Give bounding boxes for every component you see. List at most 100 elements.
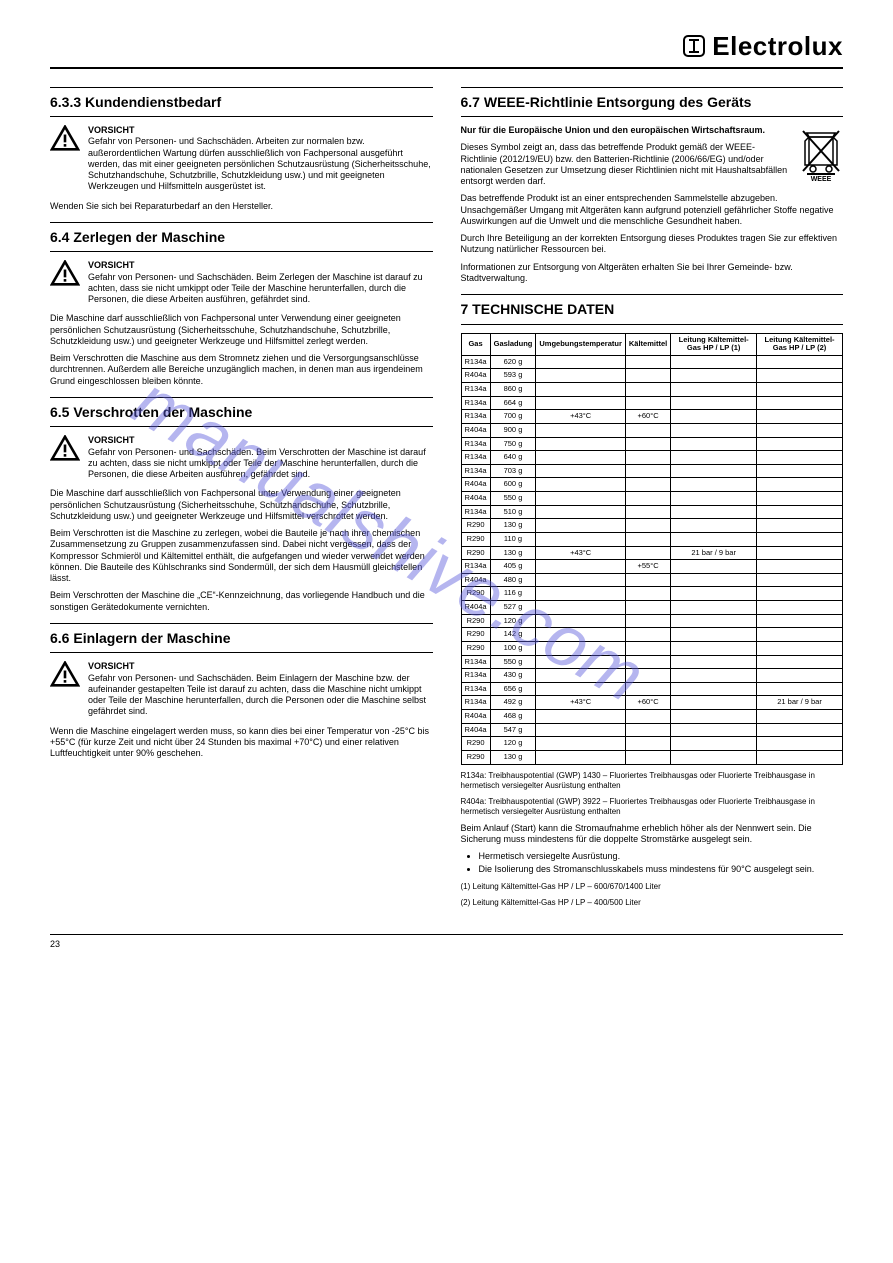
table-cell [625, 505, 670, 519]
table-row: R404a547 g [461, 723, 843, 737]
table-cell [536, 669, 626, 683]
table-cell: R134a [461, 410, 490, 424]
table-cell: 100 g [490, 641, 536, 655]
body-text: Informationen zur Entsorgung von Altgerä… [461, 262, 844, 285]
body-text: Durch Ihre Beteiligung an der korrekten … [461, 233, 844, 256]
table-cell [625, 451, 670, 465]
table-cell [671, 423, 757, 437]
table-cell [757, 587, 843, 601]
table-cell: R290 [461, 546, 490, 560]
table-cell [757, 451, 843, 465]
table-cell [671, 750, 757, 764]
col-line2: Leitung Kältemittel-Gas HP / LP (2) [757, 333, 843, 355]
brand-logo: Electrolux [682, 30, 843, 63]
table-cell: R134a [461, 682, 490, 696]
warning-body: Gefahr von Personen- und Sachschäden. Ar… [88, 136, 433, 192]
table-row: R134a750 g [461, 437, 843, 451]
table-cell [671, 355, 757, 369]
table-cell [536, 478, 626, 492]
table-row: R404a550 g [461, 492, 843, 506]
table-row: R404a900 g [461, 423, 843, 437]
table-cell [536, 723, 626, 737]
table-cell [625, 641, 670, 655]
table-cell [625, 655, 670, 669]
right-column: 6.7 WEEE-Richtlinie Entsorgung des Gerät… [461, 87, 844, 914]
table-cell: R290 [461, 519, 490, 533]
table-cell [625, 710, 670, 724]
table-cell [625, 573, 670, 587]
body-text: Die Maschine darf ausschließlich von Fac… [50, 313, 433, 347]
table-cell [757, 437, 843, 451]
col-ambient: Umgebungstemperatur [536, 333, 626, 355]
table-row: R404a527 g [461, 601, 843, 615]
bullet-list: Hermetisch versiegelte Ausrüstung. Die I… [471, 851, 844, 876]
table-cell [625, 437, 670, 451]
weee-icon [799, 125, 843, 175]
table-cell [671, 478, 757, 492]
table-cell [625, 614, 670, 628]
table-cell [757, 628, 843, 642]
table-cell: +60°C [625, 410, 670, 424]
note-r404a: R404a: Treibhauspotential (GWP) 3922 – F… [461, 797, 844, 817]
table-cell [625, 464, 670, 478]
warning-body: Gefahr von Personen- und Sachschäden. Be… [88, 447, 433, 481]
table-cell [536, 532, 626, 546]
table-cell [757, 492, 843, 506]
footnote-2: (2) Leitung Kältemittel-Gas HP / LP – 40… [461, 898, 844, 908]
table-cell: 600 g [490, 478, 536, 492]
table-cell [536, 519, 626, 533]
table-cell: 480 g [490, 573, 536, 587]
table-cell [671, 669, 757, 683]
table-row: R290130 g+43°C21 bar / 9 bar [461, 546, 843, 560]
body-text: Dieses Symbol zeigt an, dass das betreff… [461, 142, 844, 187]
table-cell: R134a [461, 355, 490, 369]
table-cell: 116 g [490, 587, 536, 601]
warning-icon [50, 435, 80, 480]
table-cell: R134a [461, 655, 490, 669]
table-cell [536, 601, 626, 615]
table-cell: R134a [461, 437, 490, 451]
table-cell [536, 587, 626, 601]
table-cell [671, 655, 757, 669]
body-text: Wenden Sie sich bei Reparaturbedarf an d… [50, 201, 433, 212]
table-cell [671, 696, 757, 710]
table-cell [757, 614, 843, 628]
table-cell: 510 g [490, 505, 536, 519]
table-cell: 547 g [490, 723, 536, 737]
table-cell [536, 451, 626, 465]
table-cell [671, 601, 757, 615]
warning-block-dismantle: VORSICHT Gefahr von Personen- und Sachsc… [50, 260, 433, 305]
table-cell: 550 g [490, 492, 536, 506]
table-row: R134a703 g [461, 464, 843, 478]
table-cell: 656 g [490, 682, 536, 696]
table-cell: R134a [461, 464, 490, 478]
table-cell [757, 423, 843, 437]
section-heading-scrap: 6.5 Verschrotten der Maschine [50, 397, 433, 428]
table-row: R134a405 g+55°C [461, 560, 843, 574]
footnote-1: (1) Leitung Kältemittel-Gas HP / LP – 60… [461, 882, 844, 892]
weee-symbol: WEEE [799, 125, 843, 185]
section-heading-needs: 6.3.3 Kundendienstbedarf [50, 87, 433, 118]
table-cell [757, 410, 843, 424]
table-cell: 120 g [490, 737, 536, 751]
table-cell [671, 573, 757, 587]
table-cell [671, 451, 757, 465]
table-cell [625, 587, 670, 601]
table-cell: 130 g [490, 546, 536, 560]
table-cell [757, 546, 843, 560]
table-cell: 703 g [490, 464, 536, 478]
table-cell: +55°C [625, 560, 670, 574]
body-text: Beim Verschrotten ist die Maschine zu ze… [50, 528, 433, 584]
table-cell [757, 478, 843, 492]
table-cell [536, 750, 626, 764]
table-cell [757, 464, 843, 478]
body-text: Die Maschine darf ausschließlich von Fac… [50, 488, 433, 522]
table-cell: 21 bar / 9 bar [757, 696, 843, 710]
table-cell [757, 601, 843, 615]
table-cell [536, 423, 626, 437]
table-cell [625, 682, 670, 696]
warning-intro: VORSICHT [88, 661, 433, 672]
table-cell [536, 396, 626, 410]
table-cell: R290 [461, 587, 490, 601]
warning-icon [50, 661, 80, 717]
